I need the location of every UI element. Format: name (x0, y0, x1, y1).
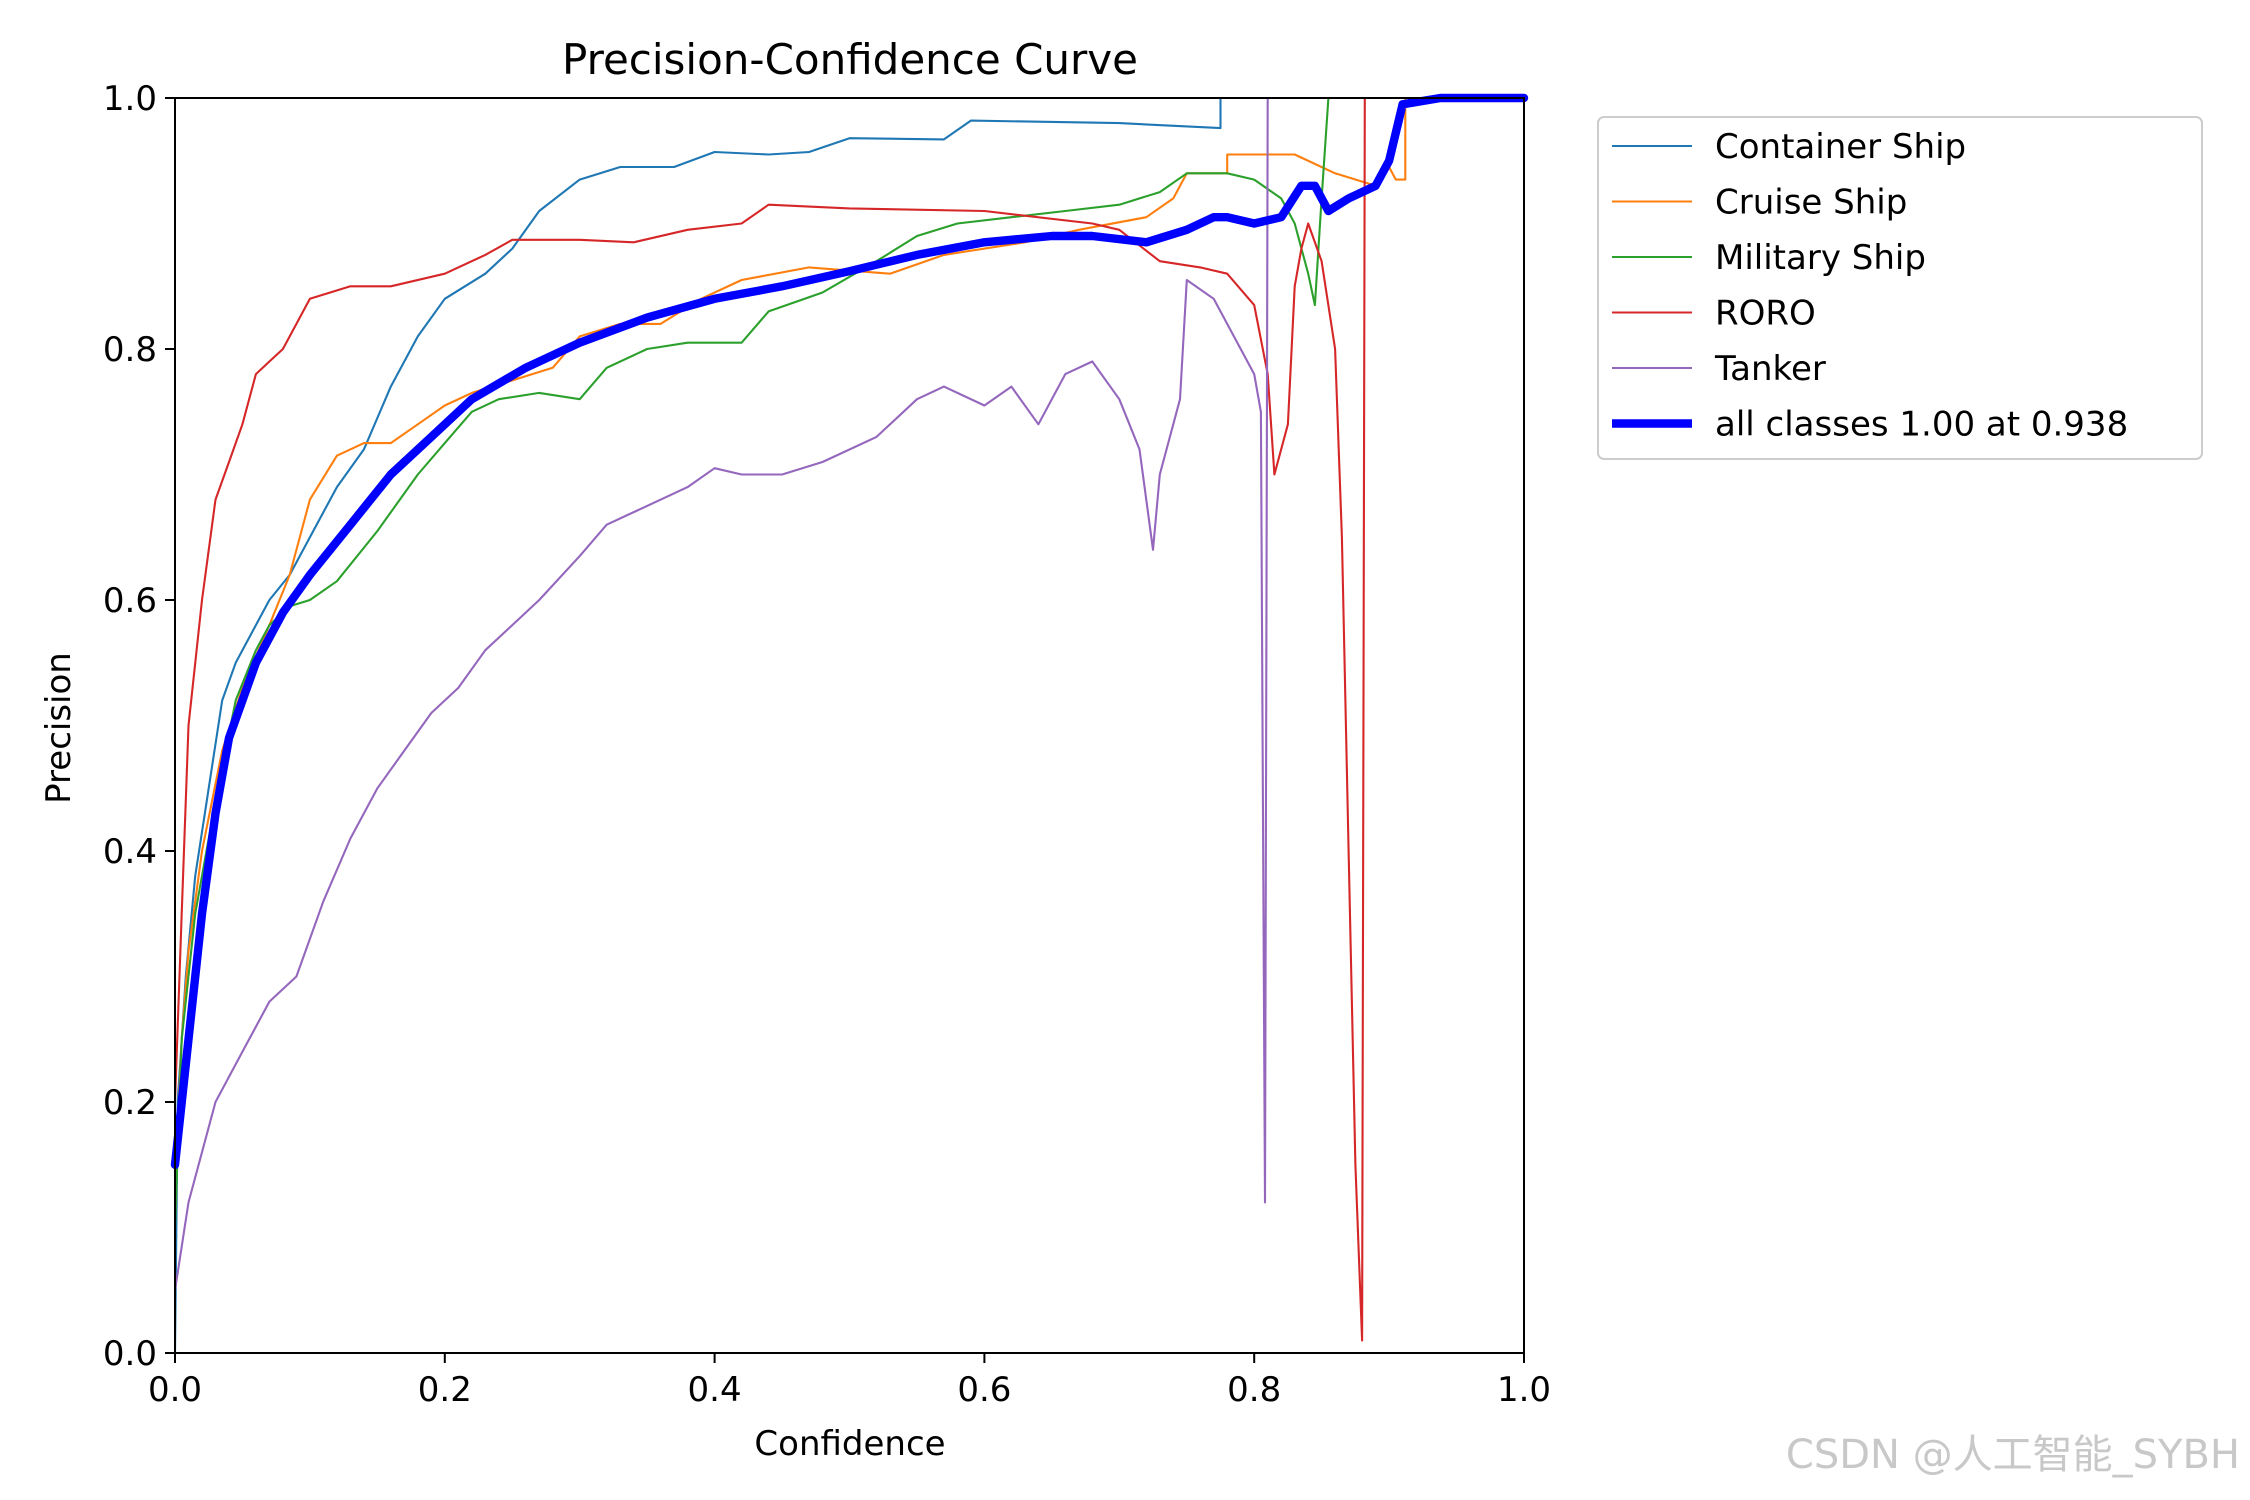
series-line-container-ship (173, 96, 1526, 1355)
x-tick-label: 0.2 (418, 1370, 472, 1410)
legend-label-roro: RORO (1715, 294, 1816, 334)
x-axis-label: Confidence (754, 1424, 945, 1464)
legend-label-tanker: Tanker (1714, 349, 1826, 389)
y-tick-label: 0.0 (103, 1334, 157, 1374)
watermark-text: CSDN @人工智能_SYBH (1785, 1432, 2240, 1478)
plot-area (175, 98, 1524, 1353)
series-layer (170, 93, 1529, 1355)
series-line-tanker (173, 96, 1526, 1292)
plot-frame (174, 97, 1525, 1354)
y-tick-label: 0.2 (103, 1083, 157, 1123)
legend-frame (1597, 116, 2203, 460)
y-tick-label: 0.8 (103, 330, 157, 370)
x-tick-label: 0.8 (1227, 1370, 1281, 1410)
legend-label-container-ship: Container Ship (1715, 127, 1966, 167)
y-axis-label: Precision (39, 652, 79, 804)
legend-label-cruise-ship: Cruise Ship (1715, 183, 1907, 223)
y-axis-ticks: 0.0 0.2 0.4 0.6 0.8 1.0 (103, 79, 175, 1374)
chart-title: Precision-Confidence Curve (562, 35, 1138, 84)
series-line-all-classes-1-00-at-0-938 (170, 93, 1529, 1169)
legend-label-military-ship: Military Ship (1715, 238, 1926, 278)
x-tick-label: 0.6 (957, 1370, 1011, 1410)
y-tick-label: 1.0 (103, 79, 157, 119)
legend-label-all-classes-1-00-at-0-938: all classes 1.00 at 0.938 (1715, 405, 2128, 445)
legend-items: Container Ship Cruise Ship Military Ship RO… (1612, 127, 2128, 445)
x-axis-ticks: 0.0 0.2 0.4 0.6 0.8 1.0 (148, 1353, 1551, 1410)
legend: Container Ship Cruise Ship Military Ship RO… (1597, 116, 2203, 460)
series-line-roro (173, 96, 1526, 1342)
y-tick-label: 0.4 (103, 832, 157, 872)
x-tick-label: 1.0 (1497, 1370, 1551, 1410)
x-tick-label: 0.4 (688, 1370, 742, 1410)
y-tick-label: 0.6 (103, 581, 157, 621)
x-tick-label: 0.0 (148, 1370, 202, 1410)
